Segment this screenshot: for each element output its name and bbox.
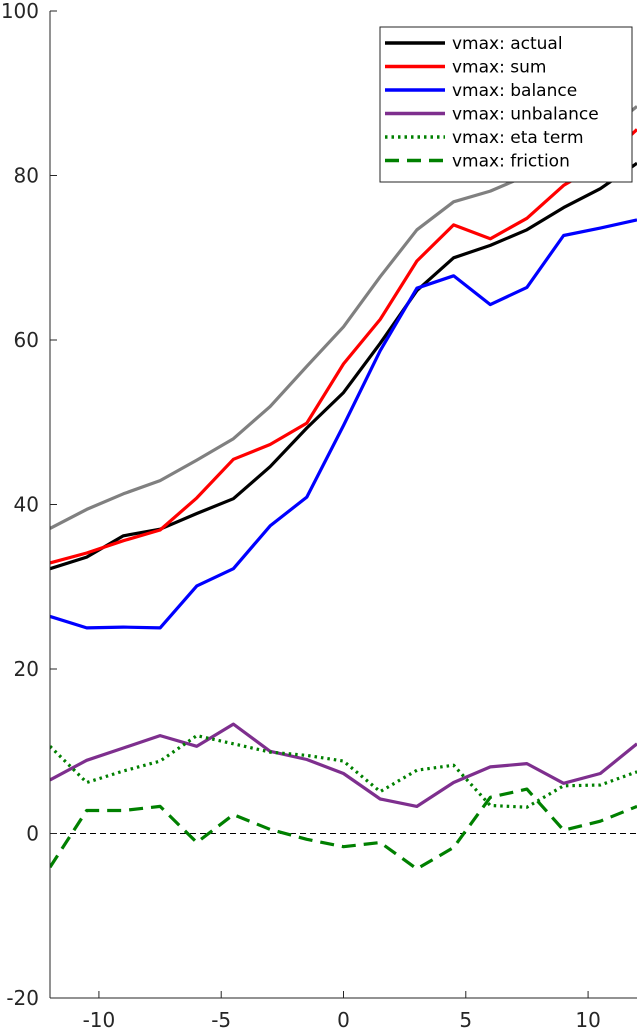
legend: vmax: actual vmax: sum vmax: balance vmax: … [379, 26, 633, 183]
x-tick-label: 5 [459, 1008, 472, 1031]
legend-label: vmax: friction [452, 152, 570, 172]
x-tick-label: -5 [211, 1008, 231, 1031]
y-tick-label: 100 [1, 0, 39, 23]
x-tick-label: -10 [83, 1008, 116, 1031]
y-tick-label: 80 [14, 164, 39, 188]
legend-label: vmax: actual [452, 34, 563, 54]
y-tick-label: -20 [6, 986, 39, 1010]
y-tick-label: 40 [14, 493, 39, 517]
series-line-vmax-sum [50, 128, 637, 565]
legend-label: vmax: sum [452, 58, 546, 78]
legend-label: vmax: eta term [452, 128, 584, 148]
legend-box [379, 26, 633, 183]
series-layer [50, 105, 637, 871]
series-line-vmax-unbalance [50, 722, 637, 809]
y-tick-label: 60 [14, 328, 39, 352]
series-line-vmax-friction [50, 787, 637, 871]
legend-label: vmax: balance [452, 81, 577, 101]
legend-label: vmax: unbalance [452, 105, 599, 125]
x-tick-label: 0 [337, 1008, 350, 1031]
y-tick-label: 20 [14, 657, 39, 681]
series-line-vmax-eta-term [50, 733, 637, 809]
series-line-vmax-actual [50, 161, 637, 571]
series-line-vmax-balance [50, 218, 637, 630]
x-tick-label: 10 [575, 1008, 600, 1031]
y-tick-label: 0 [26, 822, 39, 846]
